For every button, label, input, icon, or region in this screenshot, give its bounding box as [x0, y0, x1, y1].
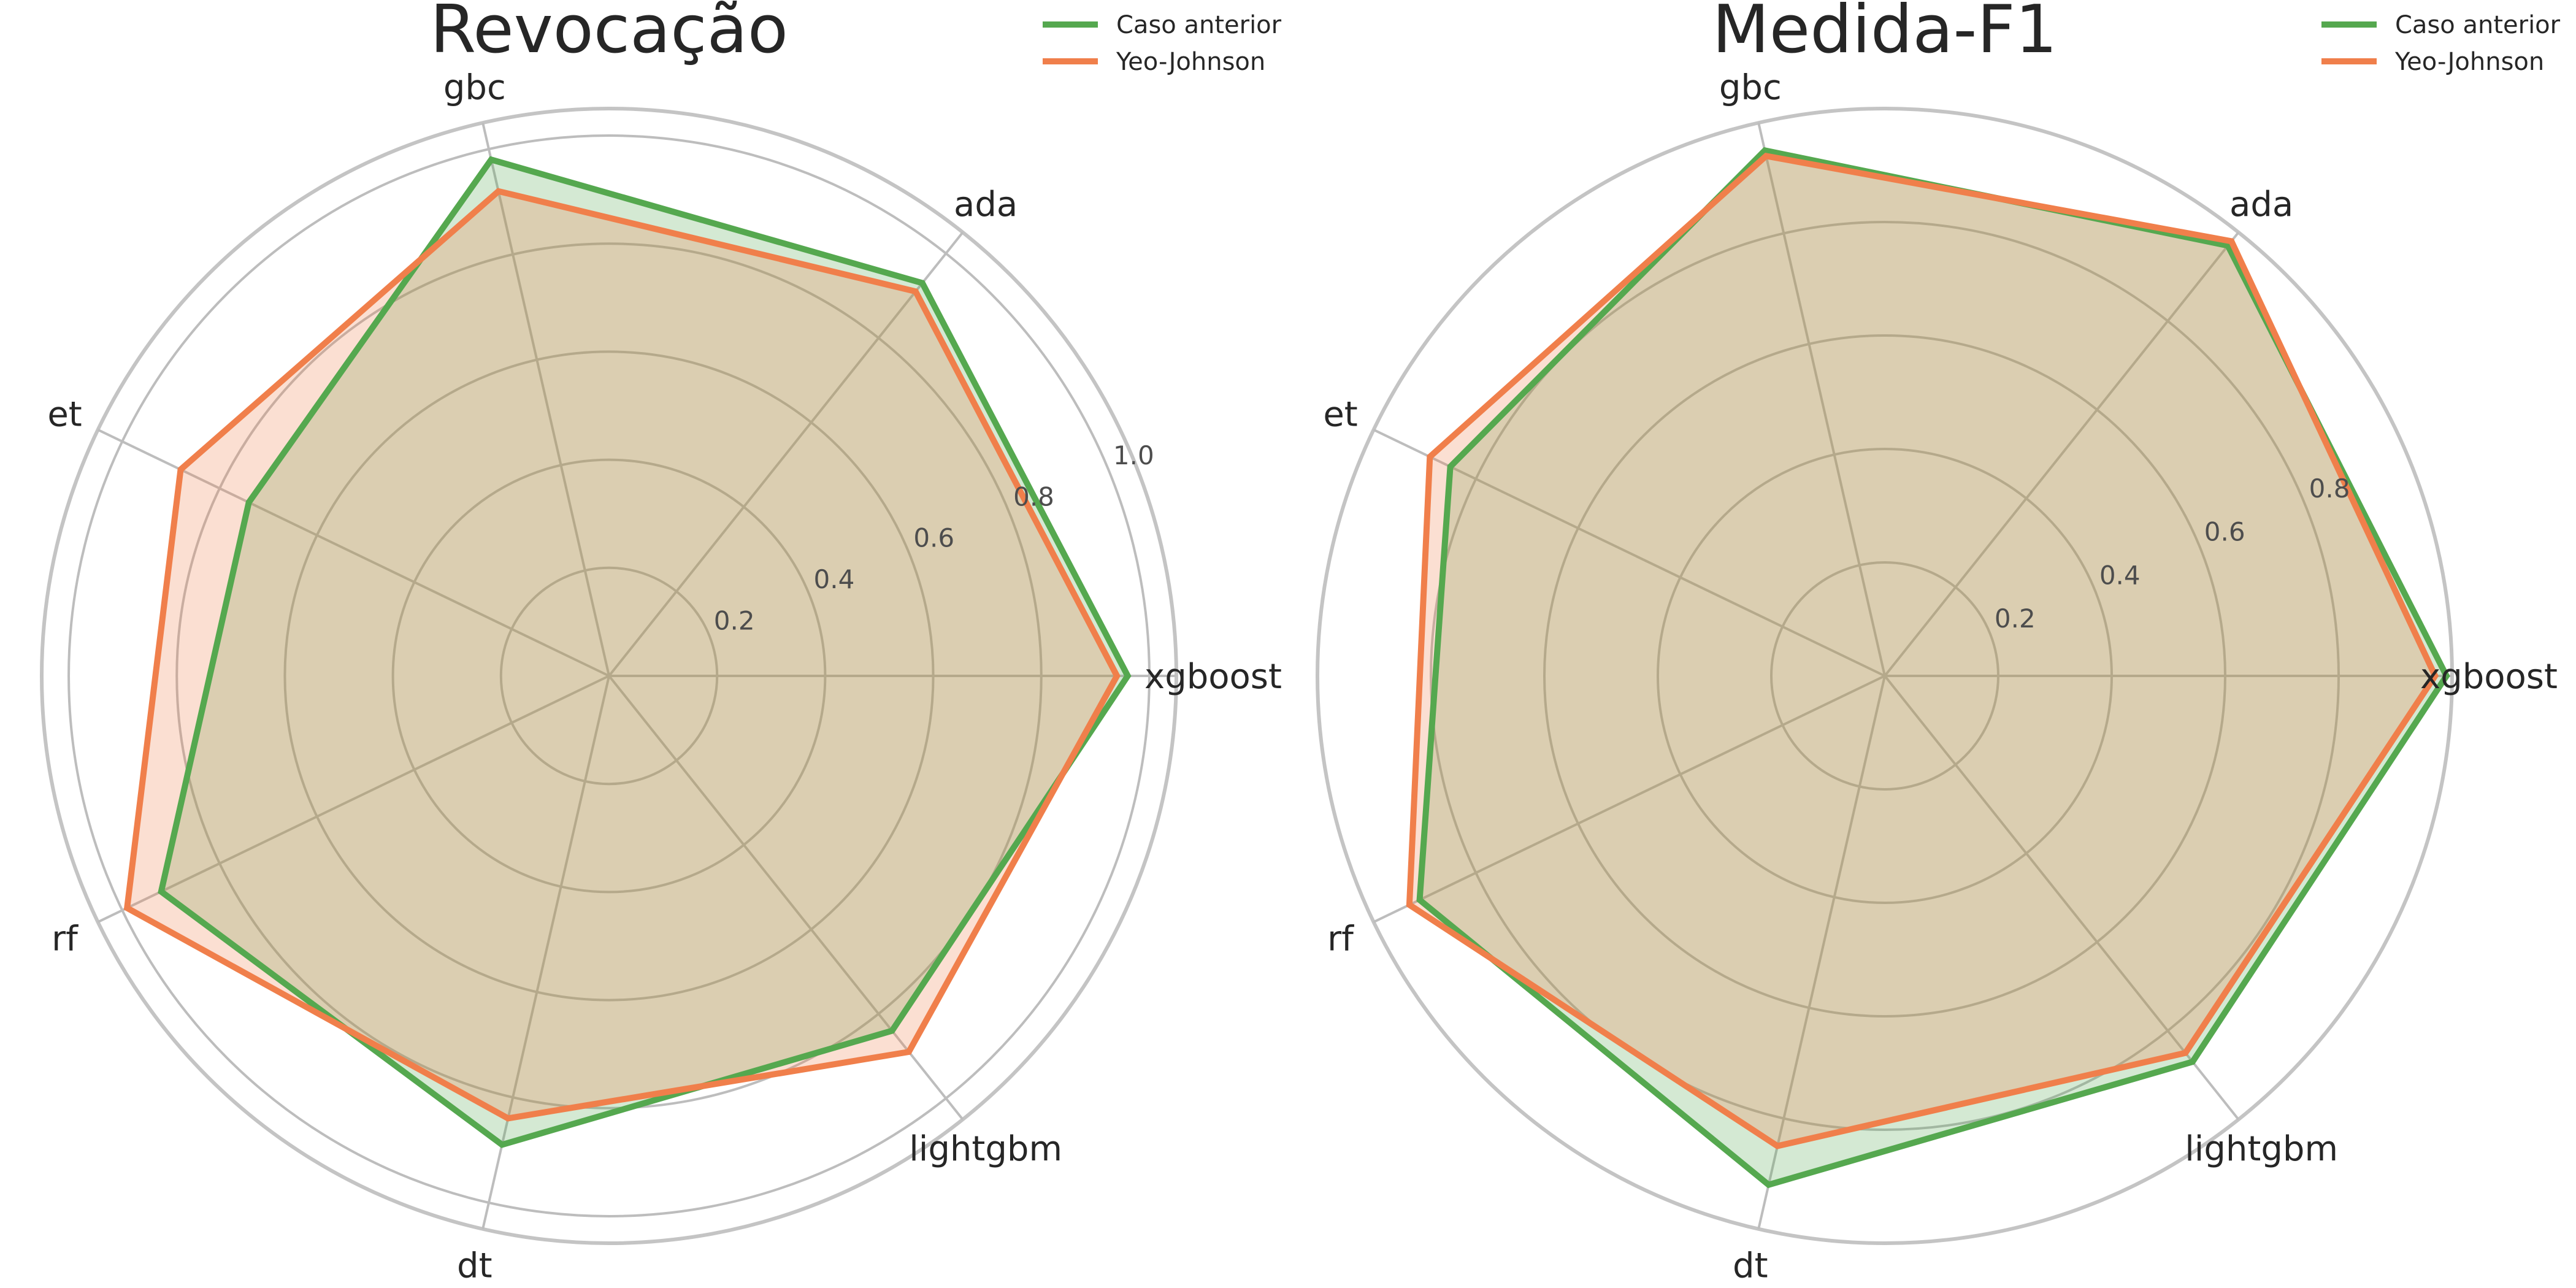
- series-line-1: [1416, 147, 2450, 1189]
- data-point-et: [248, 502, 250, 504]
- category-label-gbc: gbc: [443, 68, 506, 108]
- series-line-2: [123, 188, 1121, 1122]
- spoke-line: [1373, 428, 1885, 677]
- r-tick-label: 0.2: [714, 606, 755, 636]
- legend-label: Caso anterior: [2395, 11, 2561, 39]
- category-label-rf: rf: [1327, 919, 1354, 959]
- chart-title: Medida-F1: [1712, 0, 2058, 68]
- data-point-ada: [921, 282, 923, 284]
- r-tick-label: 0.8: [2309, 473, 2350, 504]
- category-label-lightgbm: lightgbm: [909, 1129, 1062, 1169]
- spoke-line: [481, 675, 610, 1230]
- category-label-ada: ada: [2229, 185, 2293, 224]
- data-point-xgboost: [1127, 675, 1129, 677]
- data-point-lightgbm: [908, 1051, 910, 1052]
- data-point-lightgbm: [2185, 1052, 2187, 1054]
- series-area-2: [127, 191, 1117, 1119]
- category-label-dt: dt: [1733, 1246, 1768, 1286]
- series-area-1: [161, 159, 1128, 1145]
- data-point-gbc: [1764, 150, 1766, 151]
- data-point-xgboost: [1116, 675, 1118, 677]
- r-tick-label: 0.4: [2099, 560, 2141, 590]
- series-area-1: [1419, 150, 2447, 1185]
- r-tick-label: 0.4: [814, 564, 855, 594]
- data-point-rf: [1419, 899, 1420, 901]
- category-label-dt: dt: [457, 1246, 493, 1286]
- r-tick-label: 0.6: [2204, 517, 2245, 547]
- series-line-2: [1406, 152, 2439, 1149]
- radar-chart-2: 0.2 0.4 0.6 0.8 xgboost ada gbc et rf dt lightgbm M…: [1316, 0, 2561, 1286]
- data-point-rf: [160, 891, 162, 892]
- r-tick-label: 0.8: [1013, 481, 1054, 512]
- data-point-rf: [126, 907, 128, 909]
- radar-chart-1: 0.2 0.4 0.6 0.8 1.0 xgboost ada gbc et rf dt lightg…: [40, 0, 1282, 1286]
- chart-title: Revocação: [430, 0, 788, 68]
- spoke-line: [608, 675, 964, 1121]
- r-tick-label: 0.6: [913, 523, 954, 553]
- legend: Caso anterior Yeo-Johnson: [1043, 11, 1282, 76]
- data-point-dt: [501, 1144, 503, 1146]
- spoke-line: [481, 122, 610, 677]
- data-point-et: [1449, 466, 1451, 467]
- data-point-rf: [1408, 904, 1410, 906]
- legend-label: Yeo-Johnson: [2394, 48, 2544, 76]
- r-tick-label: 1.0: [1113, 440, 1154, 470]
- category-label-xgboost: xgboost: [2420, 657, 2558, 697]
- spoke-line: [608, 231, 964, 677]
- data-point-lightgbm: [891, 1030, 893, 1032]
- legend-label: Yeo-Johnson: [1116, 48, 1265, 76]
- data-point-xgboost: [2445, 675, 2447, 677]
- category-label-xgboost: xgboost: [1144, 657, 1282, 697]
- data-point-gbc: [490, 159, 492, 161]
- data-point-ada: [2231, 240, 2233, 242]
- data-point-dt: [1768, 1184, 1769, 1186]
- data-point-xgboost: [2434, 675, 2436, 677]
- spoke-line: [1757, 675, 1886, 1230]
- spoke-line: [1884, 231, 2240, 677]
- data-point-dt: [507, 1117, 509, 1119]
- category-label-rf: rf: [52, 919, 79, 959]
- spoke-line: [97, 675, 610, 924]
- data-point-et: [1429, 456, 1431, 458]
- data-point-lightgbm: [2191, 1061, 2193, 1063]
- data-point-ada: [914, 291, 916, 293]
- data-point-dt: [1777, 1145, 1779, 1147]
- r-tick-label: 0.2: [1995, 604, 2036, 634]
- data-point-gbc: [1765, 155, 1767, 157]
- legend: Caso anterior Yeo-Johnson: [2321, 11, 2561, 76]
- category-label-et: et: [47, 395, 82, 435]
- data-point-ada: [2227, 245, 2229, 247]
- category-label-et: et: [1323, 395, 1357, 435]
- data-point-et: [180, 469, 182, 470]
- legend-label: Caso anterior: [1116, 11, 1282, 39]
- spoke-line: [1884, 675, 2240, 1121]
- series-line-1: [158, 156, 1132, 1148]
- category-label-gbc: gbc: [1719, 68, 1782, 108]
- data-point-gbc: [497, 190, 499, 192]
- spoke-line: [1373, 675, 1885, 924]
- category-label-lightgbm: lightgbm: [2185, 1129, 2338, 1169]
- spoke-line: [1757, 122, 1886, 677]
- category-label-ada: ada: [954, 185, 1018, 224]
- series-area-2: [1409, 156, 2436, 1146]
